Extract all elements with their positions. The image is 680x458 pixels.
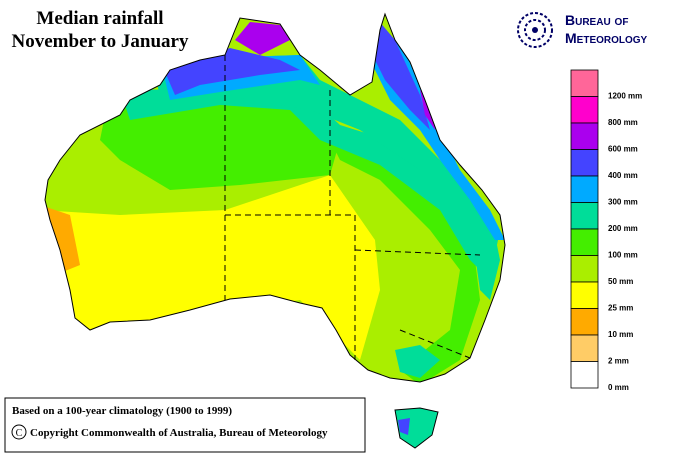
legend-swatch	[570, 69, 599, 97]
logo-line-2: Meteorology	[565, 30, 648, 46]
legend-label: 25 mm	[608, 304, 633, 313]
legend-label: 600 mm	[608, 145, 638, 154]
title-line-2: November to January	[12, 31, 189, 52]
footnote-line-2: Copyright Commonwealth of Australia, Bur…	[30, 427, 328, 439]
legend-swatch	[570, 149, 599, 177]
legend-label: 2 mm	[608, 357, 629, 366]
legend-swatch	[570, 122, 599, 150]
legend-swatch	[570, 361, 599, 389]
state-borders	[224, 55, 481, 360]
legend-swatch	[570, 175, 599, 203]
copyright-c: C	[16, 428, 23, 439]
rainfall-zones	[45, 14, 505, 382]
title-line-1: Median rainfall	[36, 8, 163, 29]
legend: 1200 mm 800 mm 600 mm 400 mm 300 mm 200 mm 100…	[570, 69, 642, 392]
legend-label: 400 mm	[608, 171, 638, 180]
tasmania	[394, 407, 439, 449]
footnote-line-1: Based on a 100-year climatology (1900 to…	[12, 405, 232, 417]
legend-label: 800 mm	[608, 118, 638, 127]
logo-line-1: Bureau of	[565, 12, 628, 28]
tasmania-west	[398, 418, 410, 435]
legend-swatch	[570, 202, 599, 230]
legend-label: 0 mm	[608, 383, 629, 392]
legend-swatch	[570, 281, 599, 309]
legend-swatch	[570, 334, 599, 362]
footnote-box	[4, 397, 366, 453]
legend-swatch	[570, 255, 599, 283]
legend-label: 10 mm	[608, 330, 633, 339]
legend-label: 300 mm	[608, 198, 638, 207]
legend-swatch	[570, 308, 599, 336]
legend-label: 1200 mm	[608, 92, 642, 101]
legend-label: 50 mm	[608, 277, 633, 286]
legend-swatch	[570, 228, 599, 256]
legend-swatch	[570, 96, 599, 124]
legend-label: 200 mm	[608, 224, 638, 233]
bom-logo	[517, 12, 553, 48]
copyright-symbol	[11, 424, 27, 440]
legend-label: 100 mm	[608, 251, 638, 260]
